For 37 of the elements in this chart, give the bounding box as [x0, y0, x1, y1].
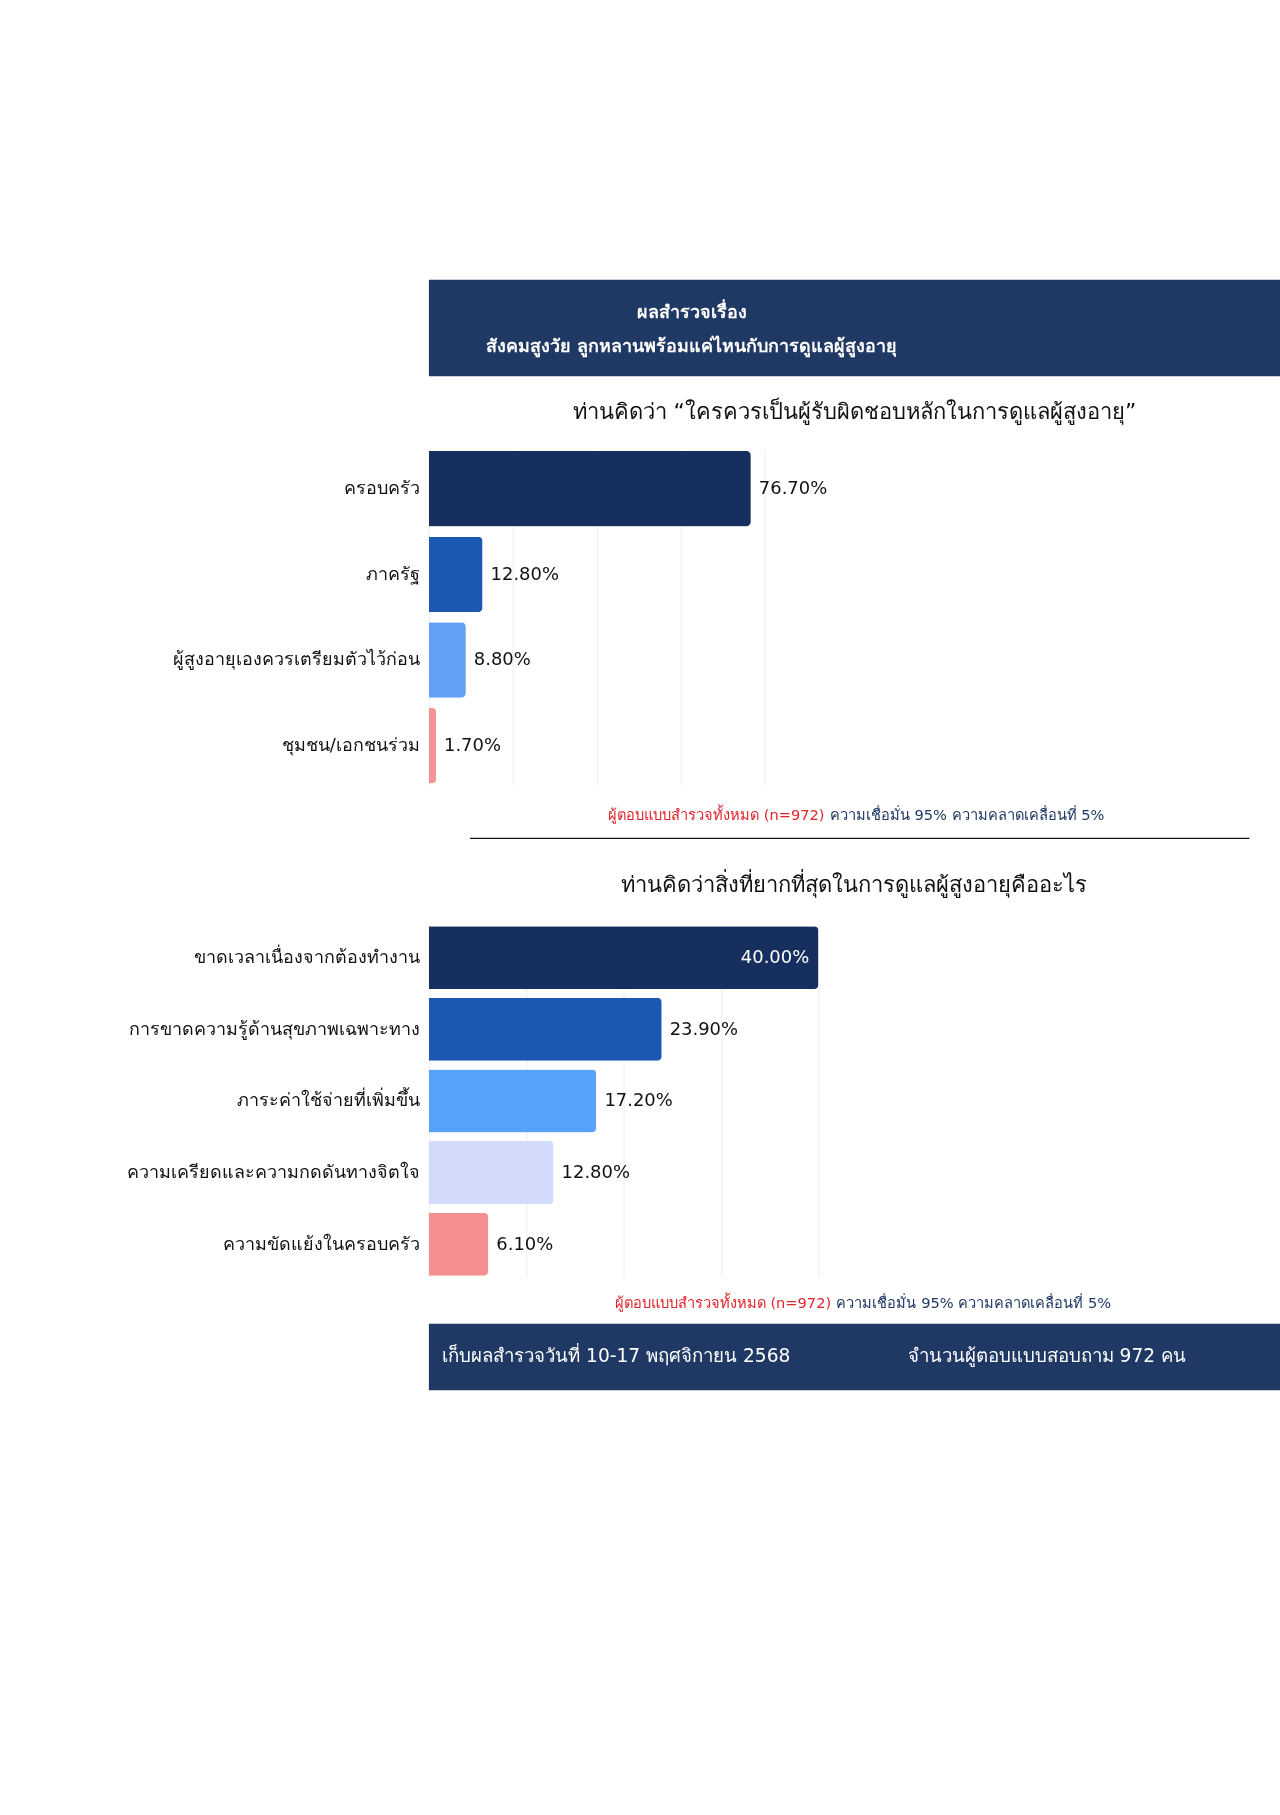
y-tick-label: ผู้สูงอายุเองควรเตรียมตัวไว้ก่อน [172, 648, 420, 671]
data-label: 23.90% [669, 1017, 739, 1039]
text: ความเชื่อมั่น 95% ความคลาดเคลื่อนที่ 5% [829, 804, 1105, 823]
bar [428, 536, 483, 613]
bar [428, 997, 662, 1061]
text: ผู้ตอบแบบสำรวจทั้งหมด (n=972) [608, 803, 825, 824]
y-tick-label: ภาระค่าใช้จ่ายที่เพิ่มขึ้น [236, 1087, 420, 1111]
bar [428, 451, 751, 527]
data-label: 8.80% [473, 648, 531, 670]
data-label: 76.70% [758, 477, 828, 499]
bar [428, 708, 437, 784]
bar [428, 622, 466, 698]
bar [428, 926, 819, 990]
bar [428, 1141, 554, 1205]
y-tick-label: ขาดเวลาเนื่องจากต้องทำงาน [193, 944, 420, 968]
bar [428, 1069, 597, 1133]
text: เก็บผลสำรวจวันที่ 10-17 พฤศจิกายน 2568 [442, 1343, 791, 1367]
data-label: 1.70% [444, 734, 501, 756]
y-tick-label: ความขัดแย้งในครอบครัว [222, 1232, 420, 1254]
text: ความเชื่อมั่น 95% ความคลาดเคลื่อนที่ 5% [836, 1293, 1112, 1312]
chart-title: ท่านคิดว่าสิ่งที่ยากที่สุดในการดูแลผู้สูงอายุคืออะไร [621, 868, 1088, 898]
data-label: 40.00% [740, 946, 810, 968]
y-tick-label: ครอบครัว [343, 477, 420, 499]
text: ท่านคิดว่า “ใครควรเป็นผู้รับผิดชอบหลักในการดูแลผู้สูงอายุ” [572, 397, 1137, 426]
data-label: 12.80% [561, 1160, 630, 1182]
data-label: 6.10% [496, 1232, 554, 1254]
data-label: 12.80% [490, 562, 559, 584]
y-tick-label: ภาครัฐ [365, 562, 420, 585]
text: ผู้ตอบแบบสำรวจทั้งหมด (n=972) [614, 1292, 832, 1313]
bar [428, 1212, 489, 1276]
text: สังคมสูงวัย ลูกหลานพร้อมแค่ไหนกับการดูแลผู้สูงอายุ [485, 334, 898, 358]
y-tick-label: ชุมชน/เอกชนร่วม [281, 734, 420, 757]
text: จำนวนผู้ตอบแบบสอบถาม 972 คน [907, 1345, 1186, 1368]
y-tick-label: การขาดความรู้ด้านสุขภาพเฉพาะทาง [128, 1017, 420, 1040]
text: ผลสำรวจเรื่อง [636, 299, 747, 323]
y-tick-label: ความเครียดและความกดดันทางจิตใจ [126, 1160, 420, 1182]
data-label: 17.20% [604, 1089, 673, 1111]
